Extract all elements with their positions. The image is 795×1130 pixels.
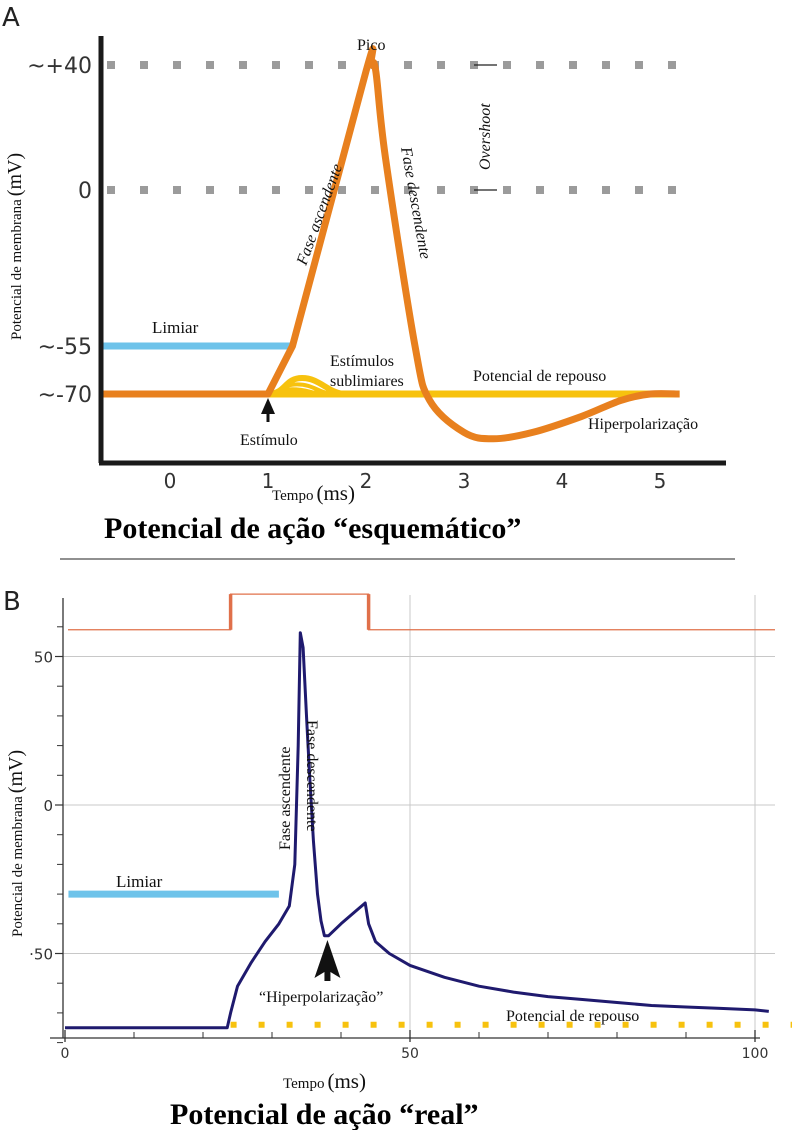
overshoot-label: Overshoot: [477, 103, 494, 170]
y-ticks: 50 0 ·50: [29, 626, 63, 1044]
threshold-label: Limiar: [116, 872, 163, 891]
action-potential-group: [101, 45, 680, 443]
y-axis-label-unit: (mV): [4, 153, 26, 196]
stimulus-arrow-icon: [261, 398, 275, 422]
subthreshold-label-line1: Estímulos: [330, 353, 394, 370]
subthreshold-label-line2: sublimiares: [330, 373, 404, 390]
y-axis-label-main: Potencial de membrana: [9, 199, 25, 340]
chart-b: B 50 0 ·50 0 50 100 Potencial de membrana (mV…: [3, 587, 792, 1130]
y-tick-label: ~-70: [38, 383, 92, 408]
threshold-label: Limiar: [152, 318, 199, 337]
x-ticks: 0 50 100: [61, 1030, 769, 1062]
x-tick-label: 0: [164, 469, 177, 493]
x-axis-label: Tempo (ms): [283, 1069, 366, 1093]
grid-lines: [63, 595, 775, 1038]
resting-potential-label: Potencial de repouso: [473, 368, 606, 385]
x-tick-label: 5: [654, 469, 667, 493]
hyperpolarization-label: Hiperpolarização: [588, 416, 698, 433]
y-tick-label: 50: [34, 649, 53, 667]
falling-phase-label: Fase descendente: [303, 720, 320, 832]
stimulus-pulse-line: [68, 593, 775, 631]
y-axis-label: Potencial de membrana (mV): [4, 153, 26, 340]
y-axis-label: Potencial de membrana (mV): [5, 750, 27, 937]
y-tick-label: 0: [43, 797, 53, 815]
x-tick-label: 100: [742, 1046, 769, 1062]
x-tick-label: 4: [556, 469, 569, 493]
panel-b-label: B: [3, 587, 21, 617]
stimulus-label: Estímulo: [240, 432, 298, 449]
y-tick-label: ~-55: [38, 335, 92, 360]
chart-a: A ~+40 0 ~-55 ~-70 0 1 2 3 4 5 Potencial de memb…: [2, 3, 735, 560]
hyperpolarization-arrow-head: [314, 940, 341, 981]
action-potential-line: [101, 45, 680, 443]
resting-potential-label: Potencial de repouso: [506, 1008, 639, 1025]
x-axis-label-main: Tempo: [272, 488, 313, 504]
hyperpolarization-label: “Hiperpolarização”: [259, 989, 383, 1006]
x-tick-labels: 0 1 2 3 4 5: [164, 469, 667, 493]
y-tick-label: ·50: [29, 946, 53, 964]
x-axis-label: Tempo (ms): [272, 481, 355, 505]
x-tick-label: 3: [458, 469, 471, 493]
x-tick-label: 0: [61, 1046, 70, 1062]
x-axis-label-unit: (ms): [316, 481, 355, 505]
panel-a-label: A: [2, 3, 20, 33]
peak-label: Pico: [357, 37, 385, 54]
y-axis-label-unit: (mV): [5, 750, 27, 793]
x-tick-label: 1: [262, 469, 275, 493]
falling-phase-label: Fase descendente: [397, 145, 434, 260]
membrane-potential-group: [65, 631, 769, 1030]
x-tick-label: 50: [401, 1046, 419, 1062]
y-tick-labels: ~+40 0 ~-55 ~-70: [27, 54, 92, 408]
y-tick-label: ~+40: [27, 54, 92, 79]
x-tick-label: 2: [360, 469, 373, 493]
x-axis-label-main: Tempo: [283, 1076, 324, 1092]
subthreshold-bump: [267, 387, 327, 396]
reference-lines: [107, 61, 690, 194]
y-tick-label: 0: [78, 179, 92, 204]
rising-phase-label: Fase ascendente: [277, 746, 294, 850]
hyperpolarization-arrow-icon: [314, 940, 341, 981]
membrane-potential-line: [65, 631, 769, 1030]
panel-a-caption: Potencial de ação “esquemático”: [104, 512, 521, 545]
y-axis-label-main: Potencial de membrana: [10, 796, 26, 937]
subthreshold-stimuli: [267, 374, 347, 397]
panel-b-caption: Potencial de ação “real”: [170, 1098, 479, 1130]
x-axis-label-unit: (ms): [327, 1069, 366, 1093]
stimulus-arrow-head: [261, 398, 275, 414]
stimulus-pulse: [68, 593, 775, 631]
